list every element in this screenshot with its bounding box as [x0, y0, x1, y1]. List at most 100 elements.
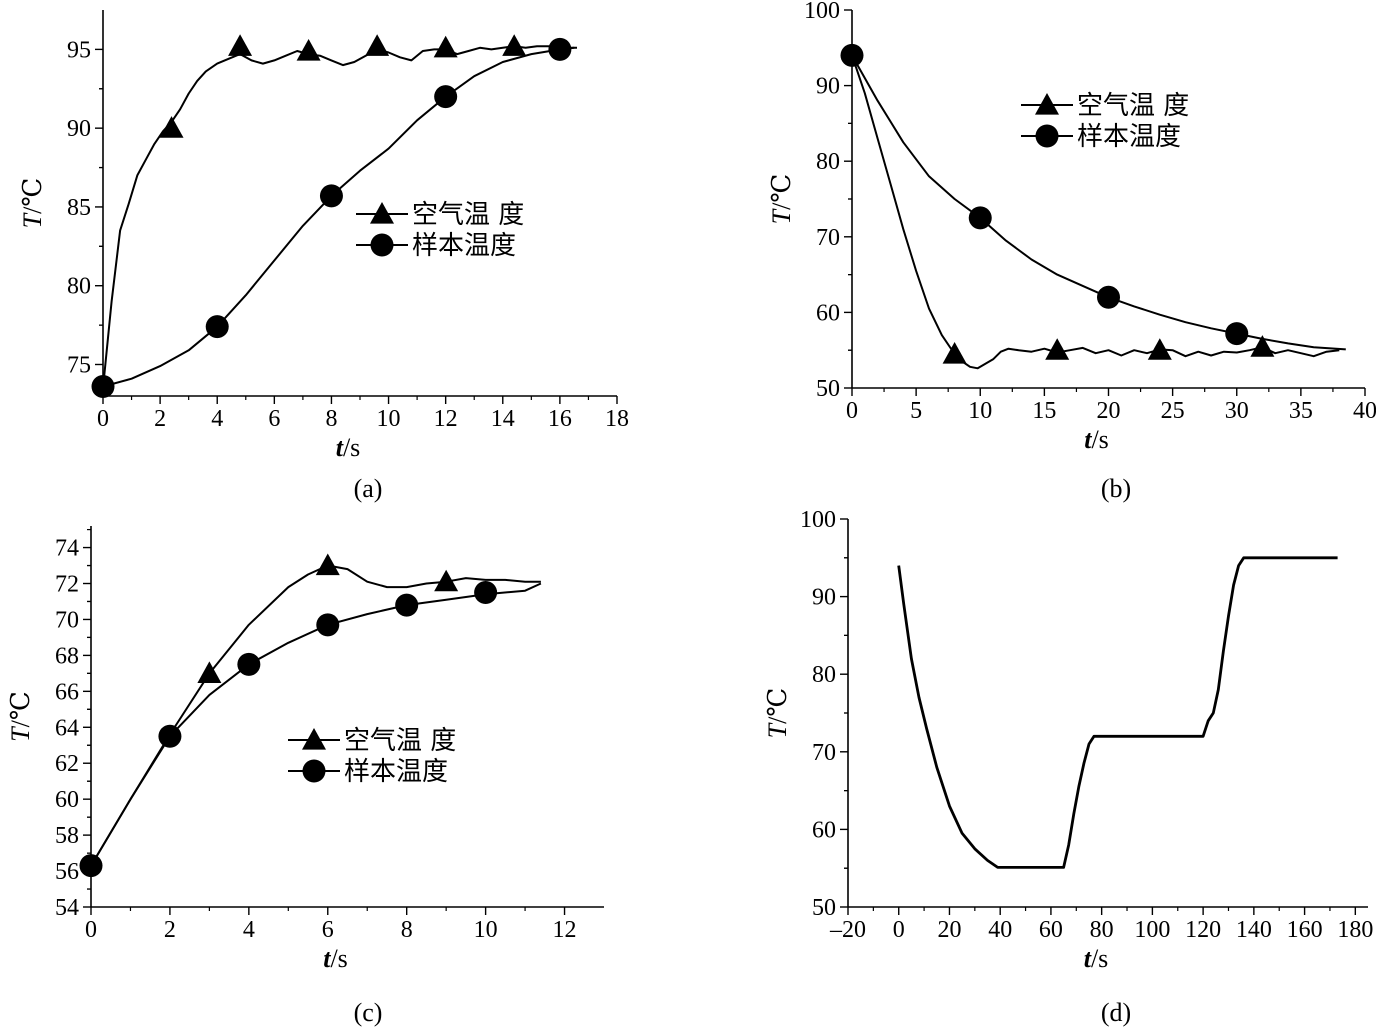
panel-b-x-tick-label: 25 — [1161, 398, 1185, 424]
panel-c-caption: (c) — [354, 998, 383, 1027]
panel-a-x-tick-label: 14 — [491, 406, 515, 432]
panel-d-x-tick-label: 120 — [1185, 917, 1221, 943]
panel-c-y-tick-label: 68 — [55, 643, 79, 669]
panel-a-air-temp-marker — [228, 34, 253, 56]
panel-a-x-tick-label: 8 — [325, 406, 337, 432]
panel-c-x-tick-label: 0 — [85, 917, 97, 943]
panel-c-air-temp-marker — [315, 553, 340, 576]
panel-a-x-tick-label: 2 — [154, 406, 166, 432]
panel-b-x-tick-label: 5 — [910, 398, 922, 424]
panel-c-legend-air-label: 空气温 度 — [344, 726, 456, 756]
panel-d-y-tick-label: 70 — [812, 740, 836, 766]
panel-a-y-tick-label: 90 — [67, 116, 91, 142]
panel-b-sample-temp-marker — [968, 206, 992, 230]
panel-d-x-tick-label: 40 — [988, 917, 1012, 943]
panel-c-x-tick-label: 4 — [243, 917, 255, 943]
panel-c-y-tick-label: 72 — [55, 572, 79, 598]
panel-d-x-axis-title: t/s — [1084, 944, 1109, 973]
panel-d-x-tick-label: –20 — [829, 917, 866, 943]
panel-d-y-tick-label: 80 — [812, 662, 836, 688]
panel-c-y-tick-label: 66 — [55, 679, 79, 705]
panel-c-sample-temp-marker — [79, 854, 103, 878]
panel-c-x-tick-label: 6 — [322, 917, 334, 943]
panel-b-x-tick-label: 40 — [1353, 398, 1376, 424]
panel-c-x-tick-label: 8 — [401, 917, 413, 943]
panel-b-x-tick-label: 0 — [846, 398, 858, 424]
panel-c-y-tick-label: 58 — [55, 823, 79, 849]
panel-c-legend-sample-label: 样本温度 — [344, 757, 448, 787]
panel-b-sample-temp-marker — [1225, 322, 1249, 346]
panel-b-caption: (b) — [1101, 474, 1131, 503]
panel-a-air-temp-marker — [433, 35, 458, 58]
panel-d-y-tick-label: 90 — [812, 585, 836, 611]
panel-b-legend-air-label: 空气温 度 — [1077, 91, 1189, 121]
panel-b-air-temp-marker — [942, 341, 967, 364]
panel-a-y-tick-label: 75 — [67, 352, 91, 378]
panel-a-sample-temp-marker — [548, 37, 572, 61]
panel-c-sample-temp-marker — [474, 580, 498, 604]
panel-c-air-temp-line — [90, 564, 541, 867]
panel-d-x-tick-label: 180 — [1337, 917, 1373, 943]
panel-b-air-temp-marker — [1250, 335, 1275, 357]
panel-b-y-tick-label: 70 — [816, 225, 840, 251]
panel-c-legend-sample-marker — [302, 759, 326, 783]
panel-c-y-tick-label: 60 — [55, 787, 79, 813]
panel-b-y-tick-label: 100 — [804, 0, 840, 24]
panel-b-x-tick-label: 10 — [968, 398, 992, 424]
panel-c-y-tick-label: 56 — [55, 859, 79, 885]
panel-d-y-tick-label: 50 — [812, 895, 836, 921]
panel-b-legend-air-marker — [1035, 93, 1059, 115]
panel-a-sample-temp-marker — [205, 315, 229, 339]
panel-a-air-temp-marker — [159, 116, 184, 138]
panel-c-air-temp-marker — [434, 569, 459, 592]
panel-d-x-tick-label: 20 — [937, 917, 961, 943]
panel-a-x-tick-label: 0 — [97, 406, 109, 432]
panel-c-x-axis-title: t/s — [323, 944, 348, 973]
panel-c-y-tick-label: 64 — [55, 715, 79, 741]
panel-b-x-axis-title: t/s — [1084, 425, 1109, 454]
panel-c-legend-air-marker — [302, 728, 326, 750]
panel-c-x-tick-label: 12 — [553, 917, 577, 943]
panel-a-legend-sample-label: 样本温度 — [412, 231, 516, 261]
panel-a-x-tick-label: 18 — [605, 406, 629, 432]
panel-d-x-tick-label: 140 — [1236, 917, 1272, 943]
panel-b-sample-temp-marker — [1097, 285, 1120, 309]
panel-d-x-tick-label: 0 — [893, 917, 905, 943]
panel-b-air-temp-marker — [1147, 338, 1172, 360]
panel-a-x-tick-label: 6 — [268, 406, 280, 432]
panel-d-x-tick-label: 80 — [1090, 917, 1114, 943]
panel-c-sample-temp-marker — [395, 593, 419, 617]
panel-b-x-tick-label: 20 — [1097, 398, 1121, 424]
panel-c-y-tick-label: 62 — [55, 751, 79, 777]
panel-a-sample-temp-marker — [434, 85, 458, 109]
panel-b-y-tick-label: 80 — [816, 149, 840, 175]
panel-b-y-tick-label: 50 — [816, 376, 840, 402]
panel-b-x-tick-label: 15 — [1032, 398, 1056, 424]
panel-a-legend-air-label: 空气温 度 — [412, 200, 524, 230]
panel-c: 0 2 4 6 8 10 125456586062646668707274t/sT/℃空气温… — [6, 526, 604, 973]
panel-a-legend-air-marker — [370, 202, 394, 224]
panel-a-air-temp-marker — [296, 38, 321, 61]
panel-c-sample-temp-marker — [158, 724, 182, 748]
panel-c-sample-temp-marker — [237, 652, 261, 676]
panel-b-x-tick-label: 35 — [1289, 398, 1313, 424]
panel-a-y-tick-label: 85 — [67, 195, 91, 221]
panel-c-y-tick-label: 54 — [55, 895, 79, 921]
panel-b-sample-temp-line — [851, 54, 1346, 351]
panel-c-y-tick-label: 74 — [55, 536, 79, 562]
panel-a-caption: (a) — [354, 474, 383, 503]
panel-c-y-axis-title: T/℃ — [6, 691, 35, 742]
panel-c-x-tick-label: 2 — [164, 917, 176, 943]
panel-a-x-tick-label: 12 — [434, 406, 458, 432]
panel-b-air-temp-line — [851, 55, 1340, 370]
panel-a-sample-temp-marker — [91, 375, 115, 399]
panel-b-x-tick-label: 30 — [1225, 398, 1249, 424]
panel-c-y-tick-label: 70 — [55, 607, 79, 633]
panel-a-y-tick-label: 95 — [67, 37, 91, 63]
panel-a-air-temp-marker — [502, 34, 527, 56]
panel-c-x-tick-label: 10 — [474, 917, 498, 943]
panel-b-legend-sample-marker — [1035, 124, 1059, 148]
panel-b: 0 5 10 15 20 25 30 35 40 50 60 70 80 90 100 t/s T/℃ 空气温 度… — [767, 0, 1376, 454]
